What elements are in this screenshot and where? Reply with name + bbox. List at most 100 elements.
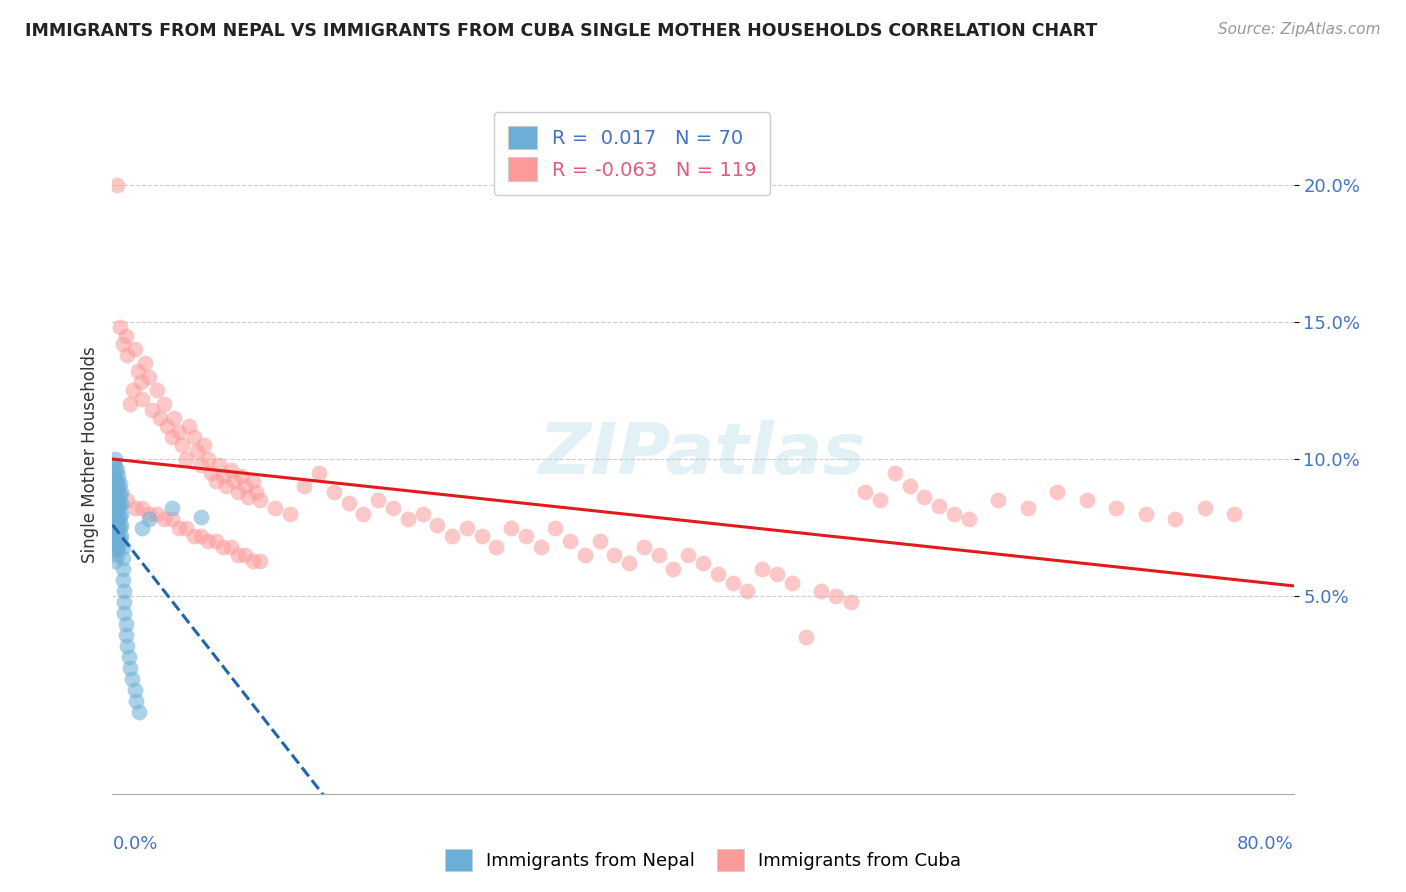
Point [118, 649, 141, 664]
Point [104, 479, 127, 493]
Point [226, 548, 249, 562]
Point [108, 509, 131, 524]
Point [721, 575, 744, 590]
Point [396, 512, 419, 526]
Point [249, 493, 271, 508]
Point [574, 548, 596, 562]
Point [131, 392, 153, 406]
Point [205, 474, 228, 488]
Point [558, 534, 582, 549]
Point [104, 499, 127, 513]
Point [121, 672, 143, 686]
Point [222, 474, 245, 488]
Point [167, 425, 190, 439]
Point [456, 521, 478, 535]
Point [110, 485, 132, 500]
Point [501, 521, 523, 535]
Point [633, 540, 655, 554]
Point [103, 493, 125, 508]
Point [141, 402, 163, 417]
Point [382, 501, 405, 516]
Point [796, 631, 818, 645]
Point [264, 501, 287, 516]
Point [104, 460, 127, 475]
Point [103, 509, 125, 524]
Point [249, 553, 271, 567]
Point [179, 419, 201, 434]
Point [205, 534, 228, 549]
Point [128, 705, 150, 719]
Point [485, 540, 508, 554]
Point [190, 458, 212, 472]
Point [104, 452, 127, 467]
Point [1105, 501, 1128, 516]
Point [111, 540, 134, 554]
Point [170, 438, 193, 452]
Point [104, 542, 127, 557]
Point [131, 501, 153, 516]
Point [108, 521, 131, 535]
Point [824, 589, 846, 603]
Point [208, 458, 231, 472]
Point [160, 430, 183, 444]
Point [138, 512, 160, 526]
Point [160, 501, 183, 516]
Point [183, 529, 205, 543]
Point [117, 493, 138, 508]
Point [337, 496, 360, 510]
Point [146, 507, 169, 521]
Point [1017, 501, 1039, 516]
Point [103, 501, 125, 516]
Point [105, 474, 128, 488]
Point [751, 562, 773, 576]
Point [105, 493, 128, 508]
Point [107, 468, 129, 483]
Point [278, 507, 301, 521]
Point [1194, 501, 1216, 516]
Point [1164, 512, 1187, 526]
Point [138, 507, 160, 521]
Point [308, 466, 330, 480]
Point [215, 479, 238, 493]
Point [124, 343, 146, 357]
Point [124, 682, 146, 697]
Point [766, 567, 789, 582]
Point [124, 501, 146, 516]
Point [544, 521, 567, 535]
Point [163, 410, 186, 425]
Point [588, 534, 610, 549]
Point [122, 384, 145, 398]
Point [367, 493, 389, 508]
Point [470, 529, 494, 543]
Point [105, 463, 128, 477]
Point [108, 499, 131, 513]
Point [153, 397, 176, 411]
Point [108, 476, 131, 491]
Point [212, 540, 235, 554]
Y-axis label: Single Mother Households: Single Mother Households [80, 347, 98, 563]
Point [839, 595, 862, 609]
Point [197, 452, 219, 467]
Point [898, 479, 921, 493]
Point [117, 639, 138, 653]
Point [515, 529, 537, 543]
Point [108, 320, 131, 334]
Point [117, 348, 138, 362]
Point [190, 529, 212, 543]
Point [855, 485, 877, 500]
Point [529, 540, 551, 554]
Point [105, 532, 128, 546]
Point [105, 482, 128, 496]
Point [107, 479, 129, 493]
Point [603, 548, 626, 562]
Point [108, 488, 131, 502]
Point [120, 397, 142, 411]
Point [156, 419, 179, 434]
Point [110, 496, 132, 510]
Point [112, 583, 135, 598]
Point [104, 553, 127, 567]
Text: 0.0%: 0.0% [112, 835, 157, 853]
Legend: Immigrants from Nepal, Immigrants from Cuba: Immigrants from Nepal, Immigrants from C… [437, 842, 969, 879]
Point [190, 509, 212, 524]
Point [692, 557, 714, 571]
